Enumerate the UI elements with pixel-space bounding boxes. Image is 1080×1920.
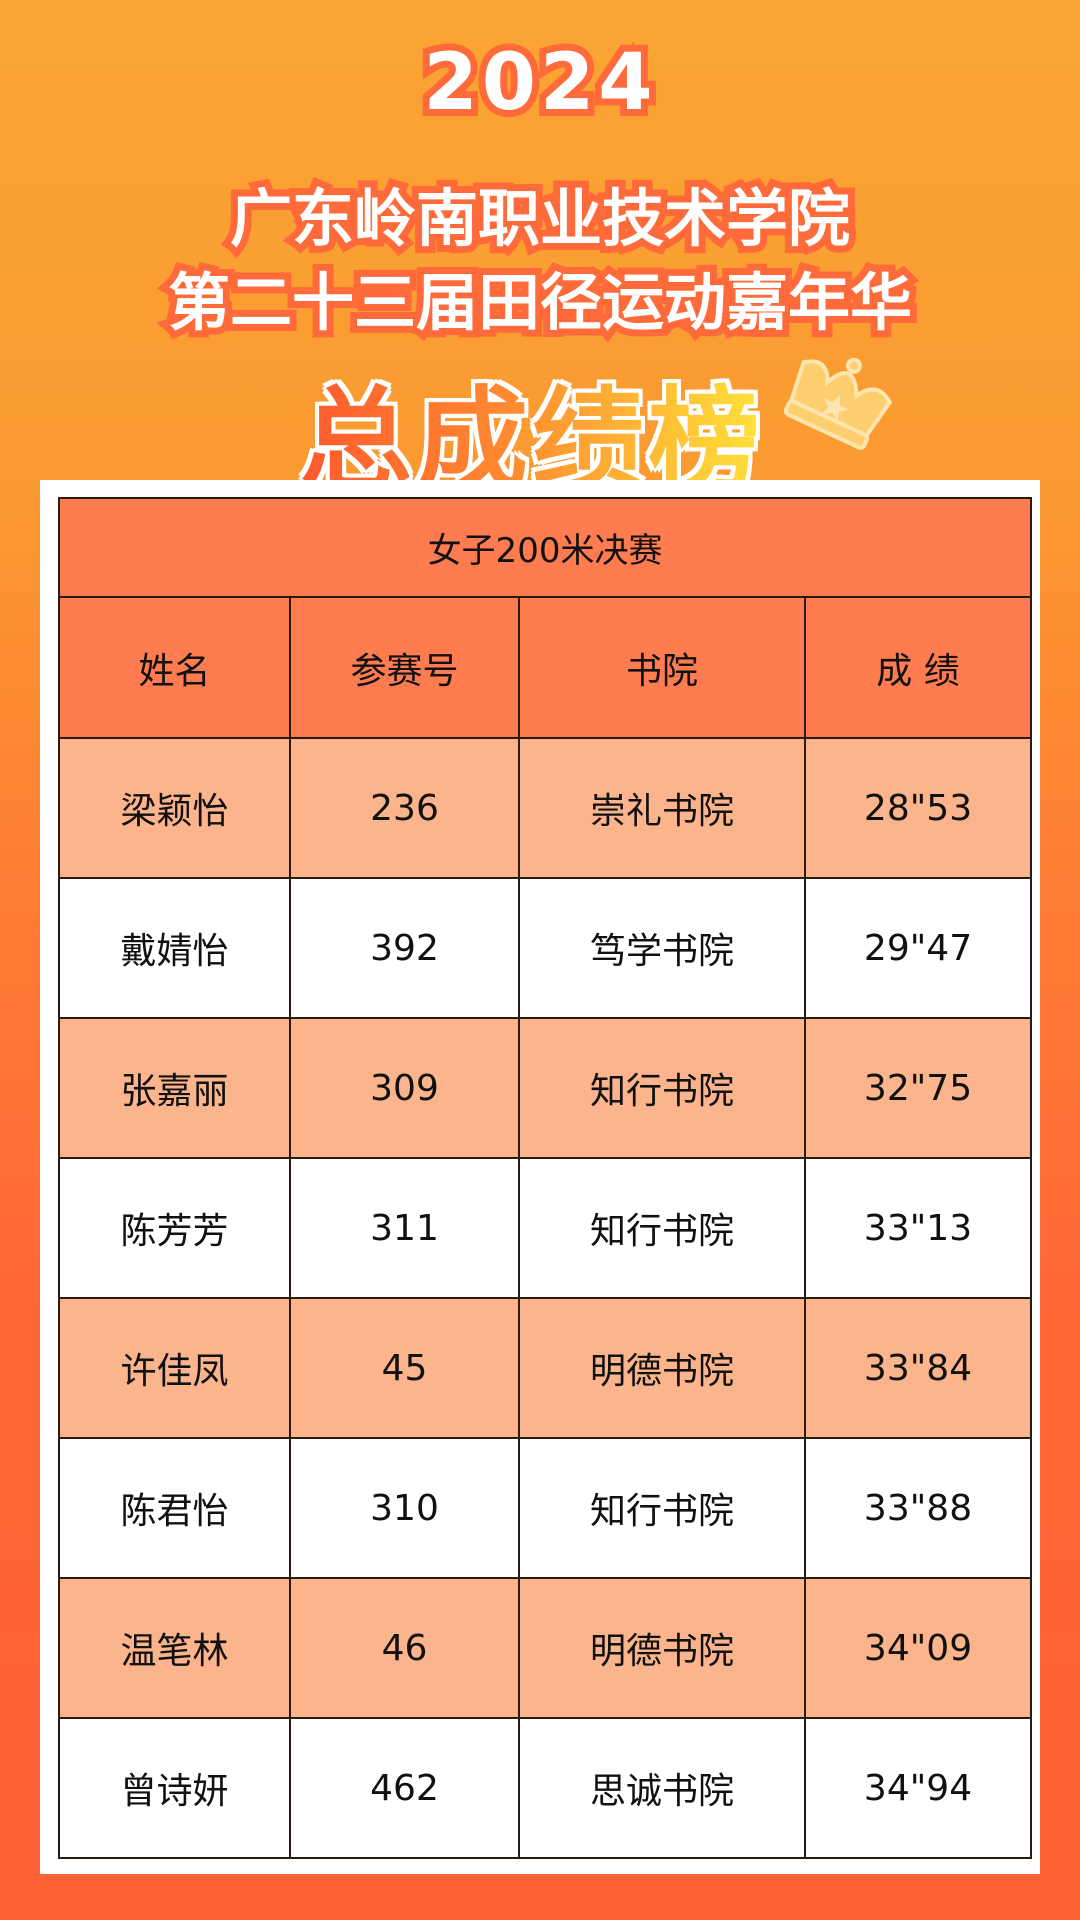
cell-college: 知行书院 — [518, 1437, 806, 1579]
table-row: 曾诗妍 462 思诚书院 34"94 — [58, 1717, 1033, 1859]
cell-name: 张嘉丽 — [58, 1017, 291, 1159]
cell-result: 28"53 — [803, 737, 1033, 879]
college-name: 广东岭南职业技术学院 — [223, 175, 857, 262]
cell-college: 明德书院 — [518, 1577, 806, 1719]
table-row: 陈君怡 310 知行书院 33"88 — [58, 1437, 1033, 1579]
table-row: 戴婧怡 392 笃学书院 29"47 — [58, 877, 1033, 1019]
cell-number: 310 — [289, 1437, 520, 1579]
table-row: 梁颖怡 236 崇礼书院 28"53 — [58, 737, 1033, 879]
column-header-number: 参赛号 — [289, 596, 520, 739]
cell-college: 崇礼书院 — [518, 737, 806, 879]
event-name: 第二十三届田径运动嘉年华 — [161, 259, 919, 346]
cell-name: 戴婧怡 — [58, 877, 291, 1019]
cell-name: 曾诗妍 — [58, 1717, 291, 1859]
cell-number: 462 — [289, 1717, 520, 1859]
cell-result: 33"84 — [803, 1297, 1033, 1439]
cell-number: 45 — [289, 1297, 520, 1439]
cell-name: 陈君怡 — [58, 1437, 291, 1579]
table-row: 温笔林 46 明德书院 34"09 — [58, 1577, 1033, 1719]
cell-result: 32"75 — [803, 1017, 1033, 1159]
cell-number: 309 — [289, 1017, 520, 1159]
results-table: 女子200米决赛 姓名 参赛号 书院 成 绩 梁颖怡 236 崇礼书院 28"53 戴婧… — [57, 497, 1033, 1859]
cell-college: 思诚书院 — [518, 1717, 806, 1859]
table-title: 女子200米决赛 — [57, 497, 1033, 598]
cell-college: 笃学书院 — [518, 877, 806, 1019]
year-title: 2024 — [416, 31, 659, 135]
cell-number: 311 — [289, 1157, 520, 1299]
cell-college: 知行书院 — [518, 1157, 806, 1299]
table-row: 许佳凤 45 明德书院 33"84 — [58, 1297, 1033, 1439]
cell-name: 许佳凤 — [58, 1297, 291, 1439]
table-row: 张嘉丽 309 知行书院 32"75 — [58, 1017, 1033, 1159]
cell-result: 34"09 — [803, 1577, 1033, 1719]
cell-name: 陈芳芳 — [58, 1157, 291, 1299]
cell-result: 29"47 — [803, 877, 1033, 1019]
cell-college: 知行书院 — [518, 1017, 806, 1159]
cell-result: 33"13 — [803, 1157, 1033, 1299]
cell-number: 392 — [289, 877, 520, 1019]
cell-number: 236 — [289, 737, 520, 879]
cell-result: 33"88 — [803, 1437, 1033, 1579]
cell-college: 明德书院 — [518, 1297, 806, 1439]
column-header-name: 姓名 — [58, 596, 291, 739]
column-header-result: 成 绩 — [803, 596, 1033, 739]
table-row: 陈芳芳 311 知行书院 33"13 — [58, 1157, 1033, 1299]
cell-number: 46 — [289, 1577, 520, 1719]
cell-name: 温笔林 — [58, 1577, 291, 1719]
crown-icon — [783, 357, 893, 450]
column-header-college: 书院 — [518, 596, 806, 739]
cell-name: 梁颖怡 — [58, 737, 291, 879]
cell-result: 34"94 — [803, 1717, 1033, 1859]
